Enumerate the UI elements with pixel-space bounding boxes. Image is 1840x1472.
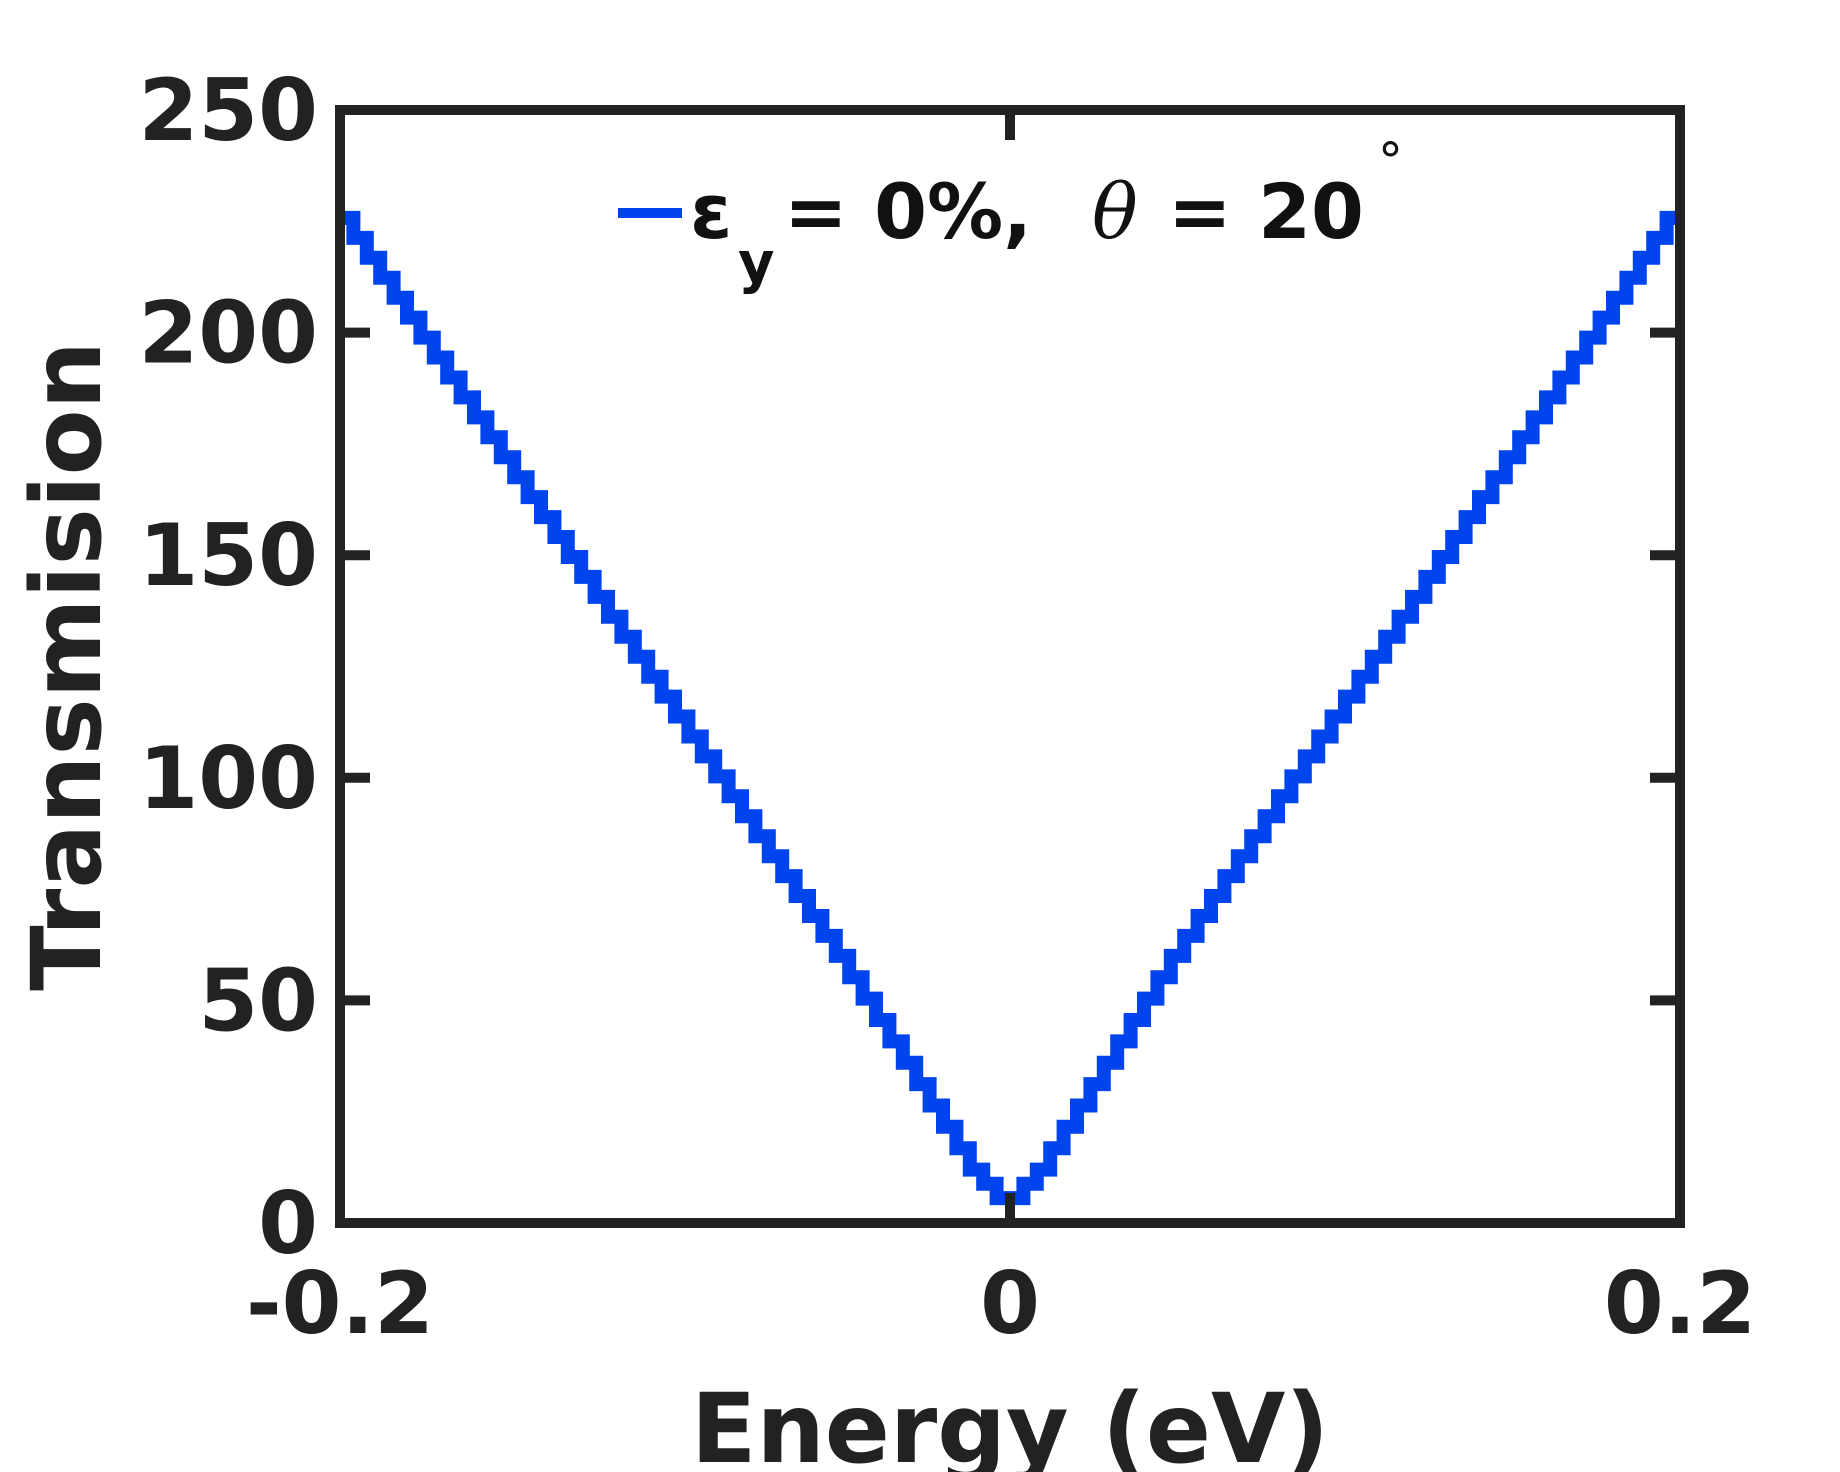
y-tick-label: 100 — [138, 729, 318, 829]
legend-end: = 20 — [1168, 167, 1364, 256]
legend-mid: = 0%, — [784, 167, 1032, 256]
series-line — [340, 210, 1680, 1206]
legend-epsilon: ε — [690, 167, 732, 256]
tick-marks — [335, 105, 1685, 1228]
plot-frame — [335, 105, 1685, 1228]
y-tick-label: 0 — [258, 1174, 318, 1274]
x-tick-label: 0 — [980, 1254, 1040, 1354]
y-tick-label: 200 — [138, 284, 318, 384]
x-tick-label: 0.2 — [1604, 1254, 1756, 1354]
x-tick-label: -0.2 — [246, 1254, 434, 1354]
x-axis-title: Energy (eV) — [691, 1373, 1329, 1472]
legend-degree: ° — [1378, 132, 1403, 190]
legend-theta: θ — [1092, 167, 1138, 256]
y-tick-label: 150 — [138, 506, 318, 606]
legend-subscript: y — [738, 231, 775, 296]
y-tick-label: 50 — [198, 951, 318, 1051]
legend: ε y = 0%, θ = 20 ° — [618, 132, 1403, 296]
y-tick-label: 250 — [138, 61, 318, 161]
y-axis-title: Transmision — [11, 341, 123, 991]
